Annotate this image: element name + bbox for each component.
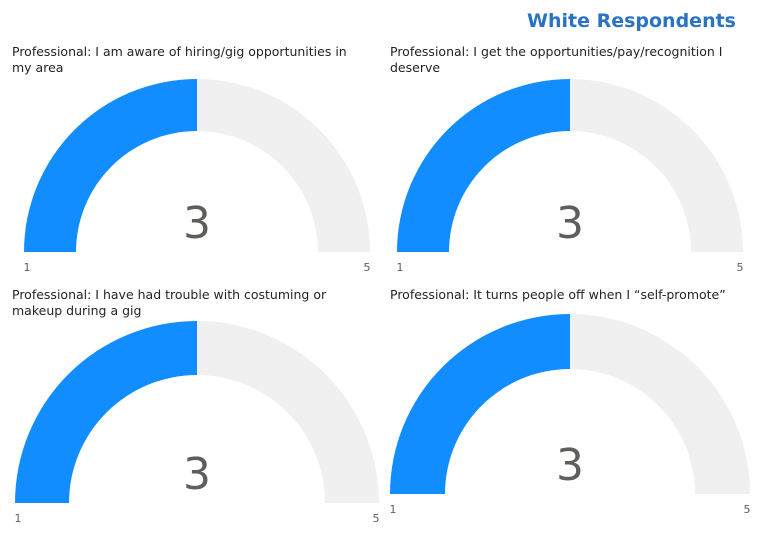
gauge-4-title: Professional: It turns people off when I… bbox=[390, 287, 726, 302]
gauge-1-max-label: 5 bbox=[364, 261, 371, 274]
gauge-3-value-label: 3 bbox=[183, 449, 211, 500]
gauge-2-value-label: 3 bbox=[556, 198, 584, 249]
gauge-4-max-label: 5 bbox=[744, 503, 751, 516]
gauge-3-title: Professional: I have had trouble with co… bbox=[12, 287, 327, 318]
gauge-4-value-label: 3 bbox=[556, 440, 584, 491]
gauge-2-title: Professional: I get the opportunities/pa… bbox=[390, 44, 723, 75]
gauge-2-min-label: 1 bbox=[397, 261, 404, 274]
gauge-1-min-label: 1 bbox=[24, 261, 31, 274]
gauge-3-value-arc bbox=[15, 321, 197, 503]
gauge-4-value-arc bbox=[390, 314, 570, 494]
gauge-4-min-label: 1 bbox=[390, 503, 397, 516]
gauge-2-value-arc bbox=[397, 79, 570, 252]
gauge-3-min-label: 1 bbox=[15, 512, 22, 525]
gauge-3-max-label: 5 bbox=[373, 512, 380, 525]
gauge-2-max-label: 5 bbox=[737, 261, 744, 274]
gauge-1-value-label: 3 bbox=[183, 198, 211, 249]
gauge-1-title: Professional: I am aware of hiring/gig o… bbox=[12, 44, 347, 75]
gauge-1-value-arc bbox=[24, 79, 197, 252]
page-title: White Respondents bbox=[527, 10, 736, 32]
